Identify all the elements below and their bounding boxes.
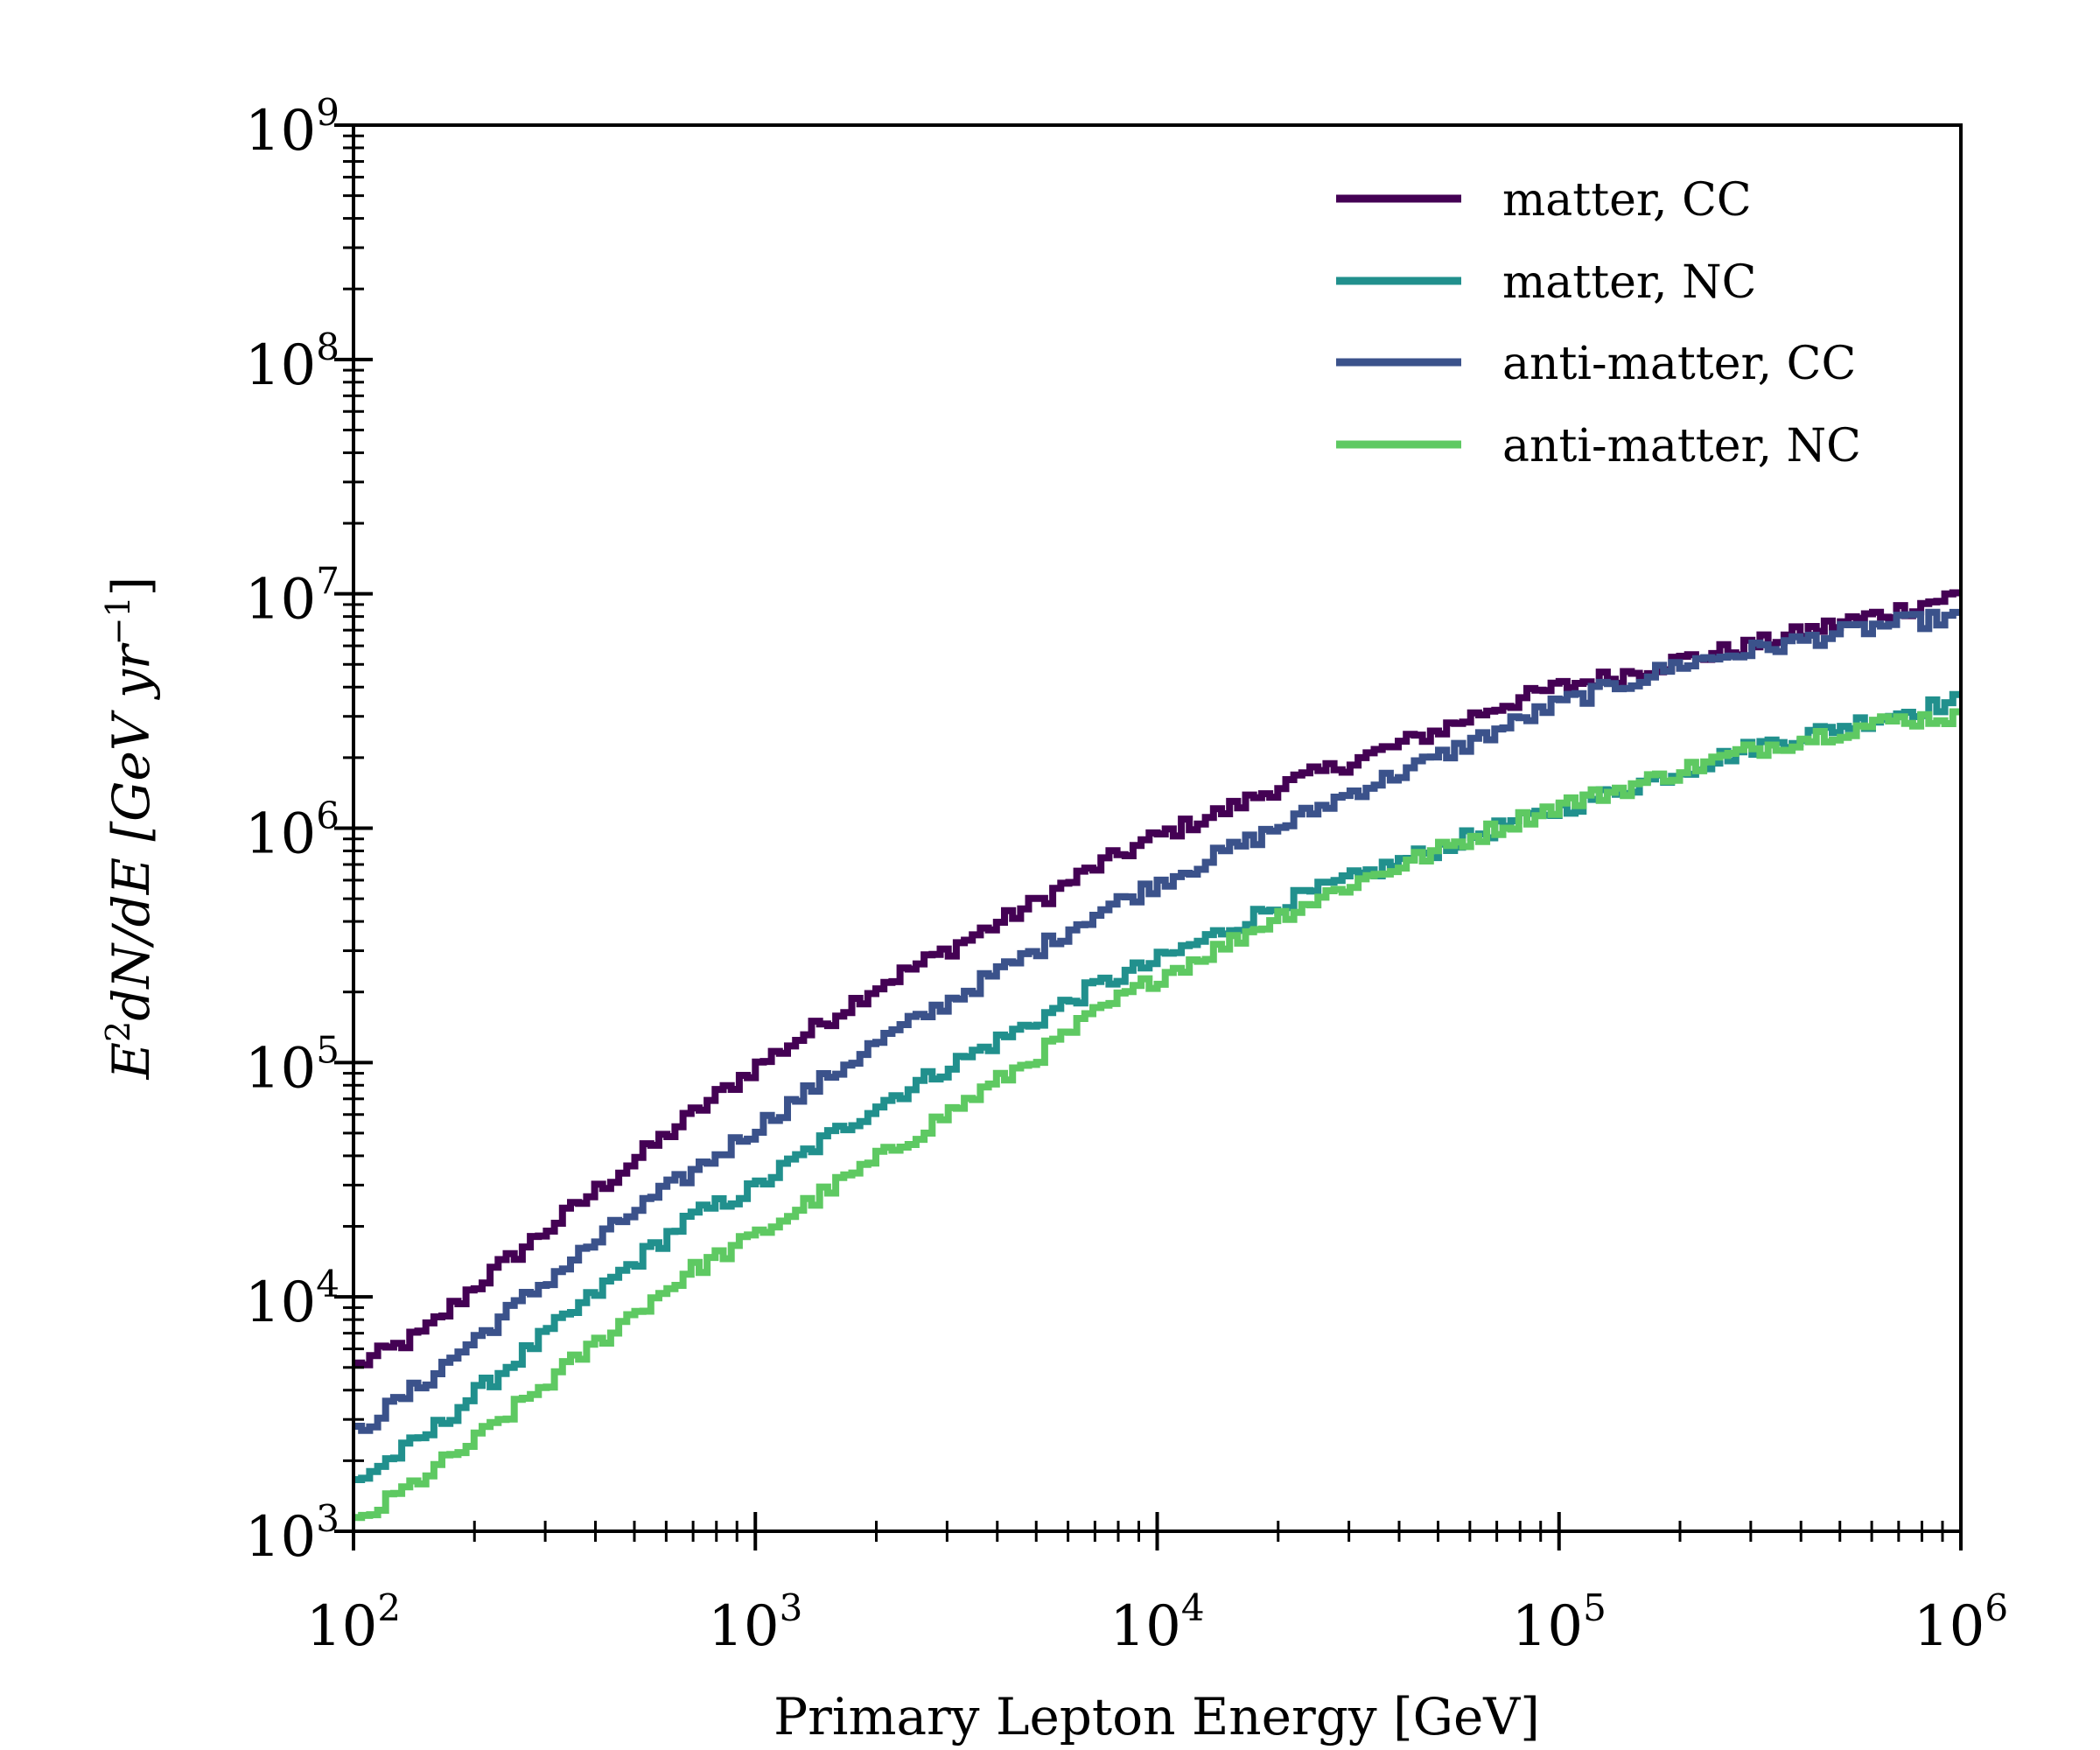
y-tick-label: 105 — [245, 1028, 340, 1101]
legend-item: matter, NC — [1336, 256, 1756, 309]
labels-layer: 102 103 104 105 106 103 104 105 106 107 108 109 — [245, 91, 2008, 1659]
series-layer — [354, 589, 1961, 1522]
series-line — [354, 589, 1961, 1368]
legend-item: anti-matter, NC — [1336, 420, 1861, 472]
series-line — [354, 708, 1961, 1522]
y-tick-label: 104 — [245, 1263, 340, 1335]
x-tick-label: 105 — [1512, 1586, 1606, 1659]
legend: matter, CC matter, NC anti-matter, CC an… — [1336, 174, 1861, 472]
legend-label: anti-matter, CC — [1502, 338, 1856, 390]
series-line — [354, 608, 1961, 1434]
y-tick-label: 107 — [245, 560, 340, 633]
legend-label: matter, NC — [1502, 256, 1756, 309]
x-tick-label: 103 — [708, 1586, 802, 1659]
legend-label: matter, CC — [1502, 174, 1752, 227]
x-tick-label: 104 — [1110, 1586, 1204, 1659]
x-tick-label: 102 — [306, 1586, 401, 1659]
y-tick-label: 106 — [245, 794, 340, 867]
legend-item: anti-matter, CC — [1336, 338, 1856, 390]
plot-frame — [352, 123, 1963, 1533]
y-tick-label: 109 — [245, 91, 340, 164]
x-tick-label: 106 — [1914, 1586, 2008, 1659]
y-tick-label: 103 — [245, 1497, 340, 1570]
legend-label: anti-matter, NC — [1502, 420, 1861, 472]
y-axis-label: E2dN/dE [GeV yr−1] — [99, 577, 161, 1081]
x-axis-label: Primary Lepton Energy [GeV] — [774, 1687, 1540, 1746]
y-tick-label: 108 — [245, 326, 340, 398]
legend-item: matter, CC — [1336, 174, 1752, 227]
